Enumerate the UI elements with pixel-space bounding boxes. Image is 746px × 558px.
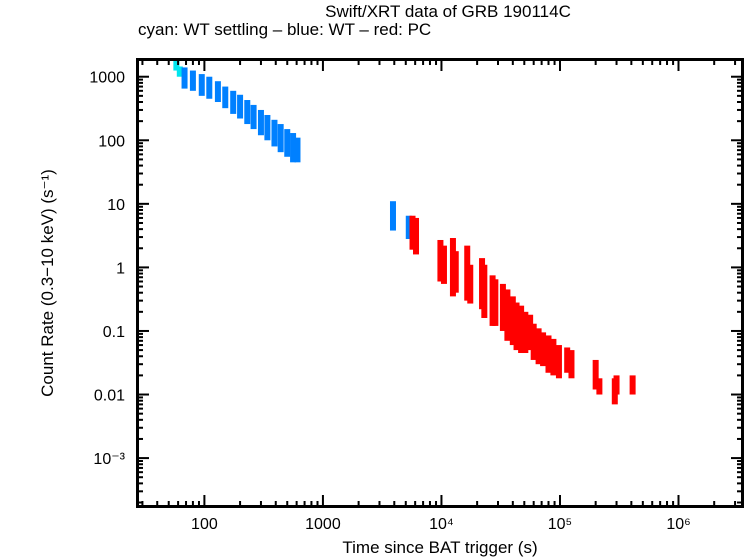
data-point-wt	[206, 76, 213, 99]
data-point-pc	[535, 328, 542, 365]
data-point-pc	[568, 350, 575, 379]
data-point-pc	[555, 345, 562, 379]
data-point-pc	[613, 375, 620, 395]
data-point-pc	[596, 378, 603, 395]
data-point-pc	[440, 245, 447, 284]
data-point-wt	[271, 119, 278, 147]
y-tick-label: 10	[107, 197, 125, 214]
data-point-pc	[564, 347, 571, 373]
x-tick-label: 100	[191, 516, 218, 533]
y-tick-label: 1000	[89, 70, 125, 87]
y-tick-label: 10⁻³	[93, 451, 125, 468]
data-point-wt	[244, 100, 251, 125]
y-axis-label: Count Rate (0.3−10 keV) (s⁻¹)	[38, 169, 57, 397]
data-point-pc	[499, 283, 506, 331]
data-point-pc	[409, 215, 416, 250]
data-point-wt	[189, 70, 196, 91]
data-point-pc	[545, 335, 552, 373]
data-point-wt	[389, 201, 396, 231]
data-point-pc	[522, 311, 529, 354]
data-point-wt	[284, 129, 291, 157]
data-point-pc	[540, 332, 547, 367]
data-point-wt	[405, 215, 412, 239]
data-point-wt	[277, 124, 284, 153]
data-point-pc	[467, 264, 474, 304]
x-tick-label: 10⁶	[666, 516, 690, 533]
x-tick-label: 10⁴	[429, 516, 454, 533]
y-tick-label: 0.1	[103, 324, 125, 341]
data-point-wt	[264, 114, 271, 141]
x-tick-label: 1000	[305, 516, 341, 533]
data-point-wt	[181, 67, 188, 89]
data-point-pc	[518, 305, 525, 354]
data-point-pc	[629, 375, 636, 395]
data-point-wt	[230, 90, 237, 114]
data-point-pc	[513, 302, 520, 351]
data-point-pc	[509, 296, 516, 346]
data-point-wt	[237, 94, 244, 119]
data-point-wt	[294, 137, 301, 163]
data-point-wt	[290, 133, 297, 163]
data-point-pc	[492, 279, 499, 326]
plot-frame	[136, 58, 744, 508]
data-point-pc	[452, 251, 459, 293]
data-point-wt	[198, 74, 205, 96]
data-point-pc	[530, 323, 537, 360]
data-point-wt	[257, 109, 264, 136]
chart-subtitle: cyan: WT settling – blue: WT – red: PC	[138, 20, 432, 39]
x-tick-label: 10⁵	[548, 516, 572, 533]
y-tick-label: 0.01	[94, 388, 125, 405]
data-point-wt-settling	[173, 60, 180, 71]
y-tick-label: 100	[98, 133, 125, 150]
data-point-pc	[481, 264, 488, 318]
data-point-pc	[504, 289, 511, 341]
data-point-pc	[413, 217, 420, 255]
data-point-wt	[222, 86, 229, 109]
x-axis-label: Time since BAT trigger (s)	[342, 538, 537, 557]
data-point-pc	[527, 314, 534, 351]
data-point-wt	[250, 104, 257, 130]
data-point-pc	[464, 245, 471, 301]
data-point-wt-settling	[176, 66, 183, 77]
data-point-pc	[592, 359, 599, 390]
data-point-pc	[550, 338, 557, 376]
y-tick-label: 1	[116, 260, 125, 277]
data-point-pc	[437, 239, 444, 282]
chart-title: Swift/XRT data of GRB 190114C	[325, 2, 571, 21]
data-point-wt	[214, 81, 221, 103]
